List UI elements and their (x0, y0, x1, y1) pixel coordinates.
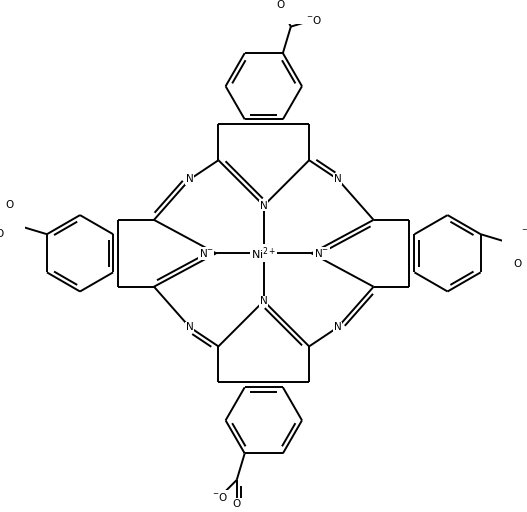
Text: $^{-}$O: $^{-}$O (0, 227, 6, 239)
Text: $^{-}$O: $^{-}$O (306, 14, 322, 26)
Text: N: N (186, 174, 194, 184)
Text: O: O (6, 200, 14, 210)
Text: N: N (260, 201, 268, 210)
Text: $^{-}$O: $^{-}$O (521, 227, 527, 239)
Text: N$^{-}$: N$^{-}$ (314, 247, 329, 259)
Text: N$^{-}$: N$^{-}$ (199, 247, 213, 259)
Text: O: O (514, 259, 522, 268)
Text: Ni$^{2+}$: Ni$^{2+}$ (251, 245, 277, 262)
Text: N: N (186, 322, 194, 332)
Text: N: N (334, 322, 341, 332)
Text: N: N (260, 296, 268, 306)
Text: N: N (334, 174, 341, 184)
Text: O: O (232, 499, 241, 509)
Text: O: O (276, 1, 284, 10)
Text: $^{-}$O: $^{-}$O (212, 491, 228, 503)
